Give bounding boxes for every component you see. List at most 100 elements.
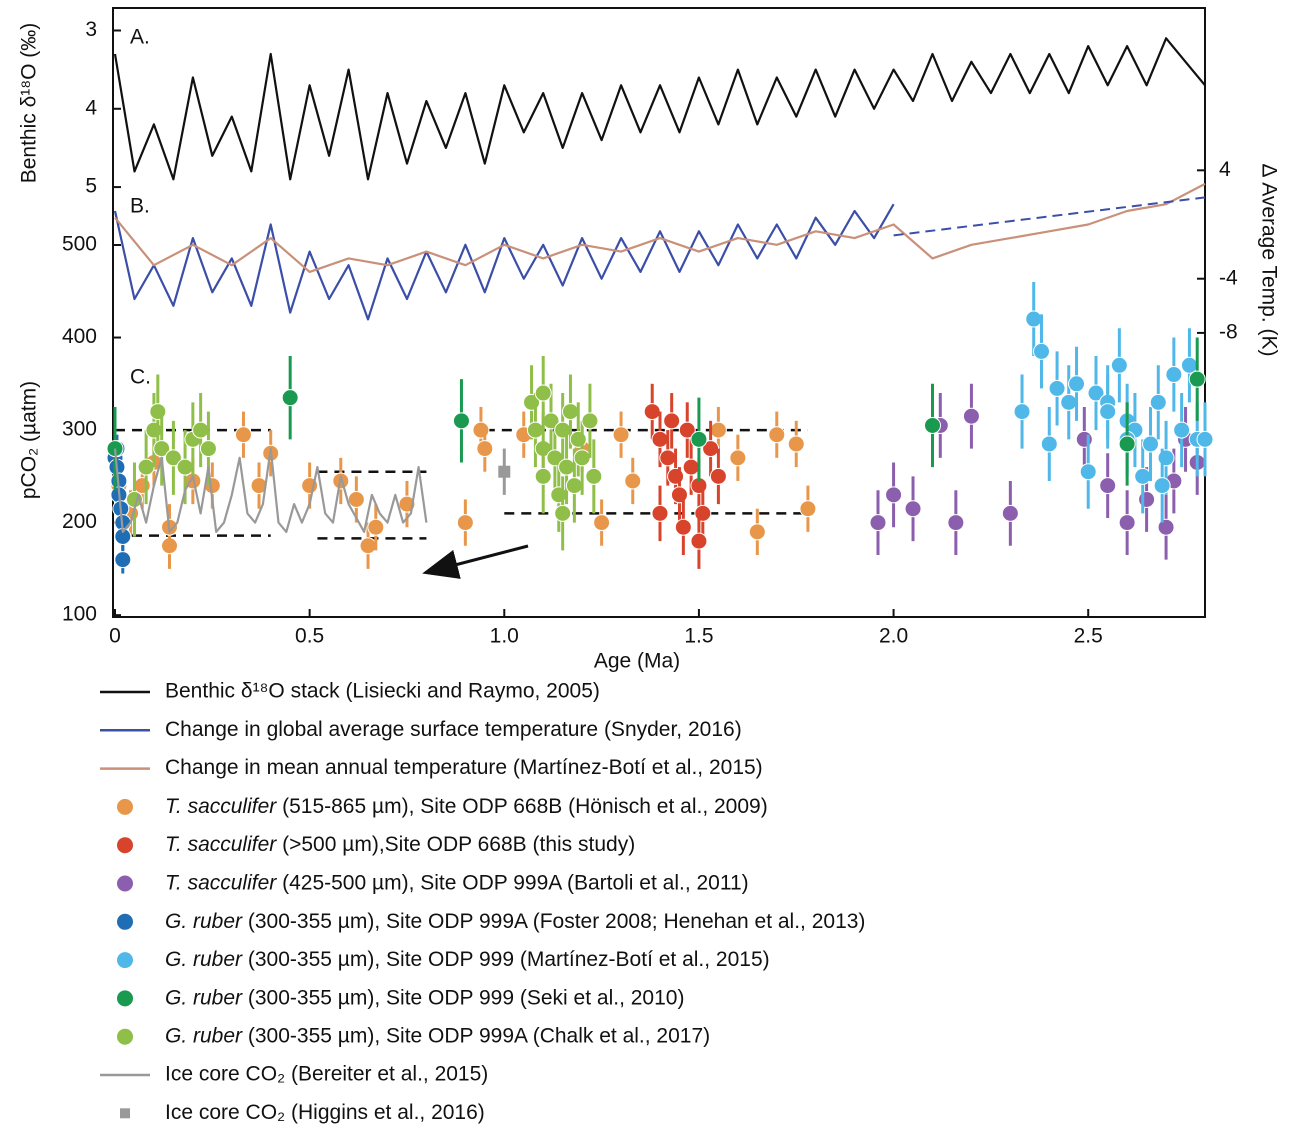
point <box>674 518 692 536</box>
point <box>690 532 708 550</box>
series-line <box>113 447 428 533</box>
point <box>670 486 688 504</box>
point <box>1118 514 1136 532</box>
point <box>1157 449 1175 467</box>
x-tick-label: 0 <box>109 625 121 648</box>
point <box>924 416 941 434</box>
y-axis-title: Benthic δ¹⁸O (‰) <box>18 23 41 184</box>
point <box>667 467 685 485</box>
legend-label: G. ruber (300-355 µm), Site ODP 999 (Sek… <box>165 986 684 1009</box>
point <box>593 514 611 532</box>
point <box>554 421 572 439</box>
point <box>1142 435 1159 453</box>
panel-label: A. <box>130 26 150 49</box>
point <box>1138 490 1156 508</box>
plot-frame <box>112 7 1206 618</box>
legend-label: Ice core CO₂ (Bereiter et al., 2015) <box>165 1063 488 1086</box>
point <box>1110 356 1128 374</box>
point <box>659 449 677 467</box>
point <box>1087 384 1105 402</box>
legend-swatch <box>120 1108 130 1119</box>
point <box>1060 393 1078 411</box>
point <box>1013 403 1031 421</box>
point <box>347 490 365 508</box>
legend-label: T. sacculifer (425-500 µm), Site ODP 999… <box>165 871 749 894</box>
y-tick-label: 200 <box>62 510 97 533</box>
point <box>869 514 887 532</box>
y-tick-label: 500 <box>62 233 97 256</box>
point <box>1196 430 1214 448</box>
point <box>554 504 572 522</box>
point <box>498 465 511 478</box>
legend-swatch <box>117 1028 133 1045</box>
x-tick-label: 2.5 <box>1074 625 1103 648</box>
point <box>199 440 217 458</box>
point <box>133 477 151 495</box>
point <box>137 458 155 476</box>
legend-swatch <box>117 875 133 892</box>
point <box>1048 379 1066 397</box>
point <box>149 403 167 421</box>
point <box>476 440 494 458</box>
point <box>947 514 965 532</box>
point <box>694 504 712 522</box>
point <box>1157 518 1175 536</box>
y-tick-label: 4 <box>85 96 97 119</box>
legend-label: Change in mean annual temperature (Martí… <box>165 756 763 779</box>
point <box>164 449 182 467</box>
point <box>1075 430 1093 448</box>
point <box>153 440 171 458</box>
point <box>1001 504 1019 522</box>
point <box>534 384 552 402</box>
point <box>709 467 727 485</box>
point <box>367 518 385 536</box>
point <box>561 403 579 421</box>
y-tick-label: 300 <box>62 418 97 441</box>
y-tick-label: 3 <box>85 18 97 41</box>
y-tick-label: -4 <box>1219 266 1238 289</box>
point <box>573 449 591 467</box>
legend-swatch <box>117 990 133 1007</box>
point <box>1118 435 1136 453</box>
point <box>643 403 661 421</box>
point <box>192 421 210 439</box>
legend-swatch <box>117 837 133 854</box>
panel-label: C. <box>130 366 151 389</box>
point <box>682 458 700 476</box>
point <box>1180 356 1198 374</box>
point <box>748 523 766 541</box>
point <box>1033 342 1050 360</box>
legend-label: G. ruber (300-355 µm), Site ODP 999A (Fo… <box>165 909 865 932</box>
point <box>678 421 696 439</box>
point <box>176 458 194 476</box>
legend-label: Change in global average surface tempera… <box>165 718 742 741</box>
legend-swatch <box>117 798 133 815</box>
point <box>114 551 132 569</box>
x-tick-label: 2.0 <box>879 625 908 648</box>
point <box>1068 375 1086 393</box>
point <box>452 412 470 430</box>
point <box>799 500 817 518</box>
legend-swatch <box>117 952 133 969</box>
point <box>565 477 583 495</box>
point <box>359 537 377 555</box>
series-line <box>893 196 1206 237</box>
point <box>558 458 576 476</box>
legend-label: G. ruber (300-355 µm), Site ODP 999A (Ch… <box>165 1024 710 1047</box>
point <box>1165 366 1183 384</box>
point <box>904 500 922 518</box>
point <box>1099 403 1117 421</box>
x-axis-title: Age (Ma) <box>594 650 680 673</box>
point <box>768 426 786 444</box>
point <box>1173 421 1191 439</box>
point <box>281 389 299 407</box>
point <box>1099 477 1117 495</box>
chart-layer: 3 4 5 A. Benthic δ¹⁸O (‰) 4 -4 -8 B. Δ Average Te… <box>18 18 1281 1124</box>
point <box>1153 477 1171 495</box>
point <box>729 449 747 467</box>
legend-label: Benthic δ¹⁸O stack (Lisiecki and Raymo, … <box>165 680 600 703</box>
point <box>145 421 163 439</box>
series-line <box>113 37 1206 181</box>
legend-label: Ice core CO₂ (Higgins et al., 2016) <box>165 1101 485 1124</box>
